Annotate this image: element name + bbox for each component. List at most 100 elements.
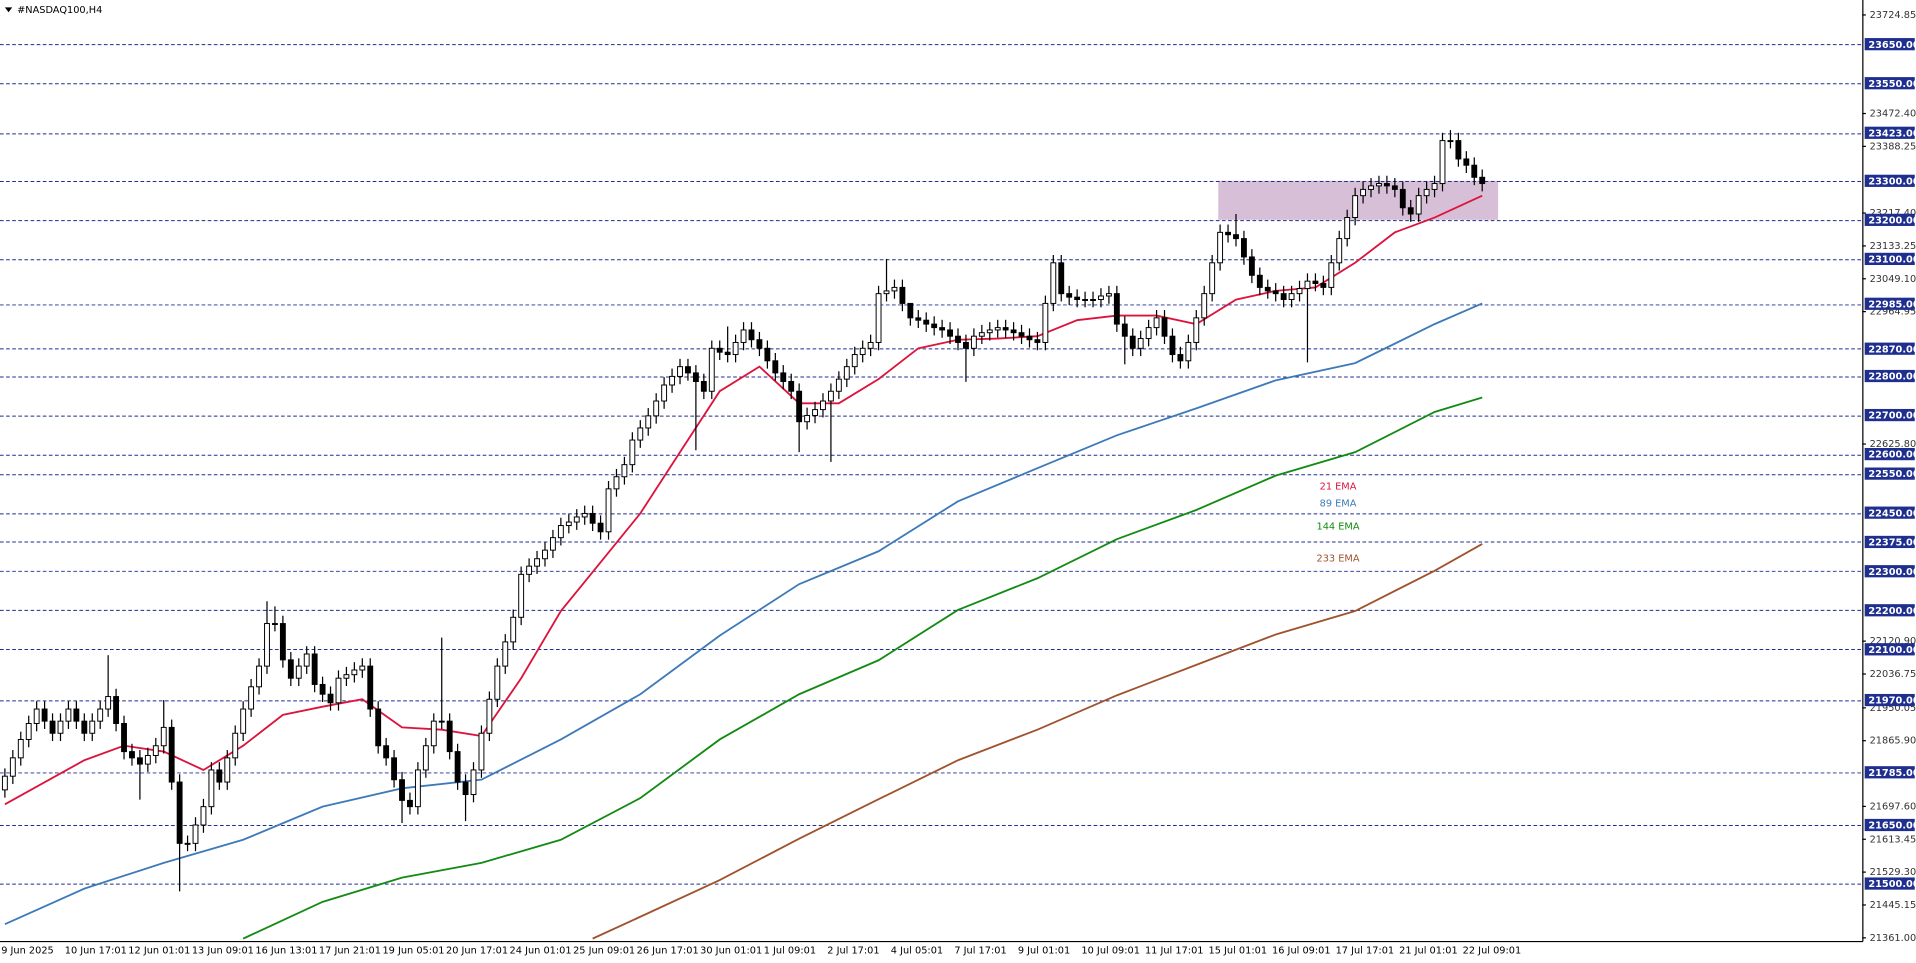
x-tick-label: 7 Jul 17:01: [954, 946, 1006, 957]
candle-body: [851, 354, 858, 368]
level-label: 23300.00: [1868, 176, 1916, 187]
candle-body: [788, 380, 795, 392]
candle-body: [335, 677, 342, 704]
candle-body: [716, 347, 723, 353]
candle-body: [589, 512, 596, 524]
candle-body: [724, 351, 731, 356]
candle-body: [1105, 293, 1112, 297]
candle-body: [1113, 293, 1120, 325]
ema-layer: [4, 194, 1483, 940]
ema-legend-label: 21 EMA: [1320, 481, 1357, 492]
ema-line: [592, 543, 1483, 940]
level-label: 22800.00: [1868, 372, 1916, 383]
candle-body: [105, 696, 112, 710]
candle-body: [645, 415, 652, 429]
candle-body: [764, 347, 771, 362]
candle-body: [613, 476, 620, 490]
candle-body: [1344, 217, 1351, 240]
candle-body: [1280, 293, 1287, 300]
candle-body: [1439, 140, 1446, 185]
candle-body: [1376, 183, 1382, 187]
level-label-box: [1864, 126, 1915, 139]
candle-body: [923, 319, 930, 325]
candle-body: [573, 516, 580, 523]
menu-triangle[interactable]: [4, 7, 13, 13]
x-tick-label: 24 Jun 01:01: [510, 946, 572, 957]
candle-body: [653, 400, 660, 417]
candle-body: [978, 332, 985, 337]
x-tick-label: 1 Jul 09:01: [764, 946, 816, 957]
level-label-box: [1864, 174, 1915, 187]
candle-body: [637, 427, 644, 441]
candle-body: [430, 720, 437, 747]
y-tick-label: 21865.90: [1870, 736, 1916, 747]
candle-body: [303, 653, 310, 667]
level-label-box: [1864, 604, 1915, 617]
y-tick-label: 21361.00: [1870, 933, 1916, 944]
candle-body: [955, 335, 961, 343]
candle-body: [57, 720, 64, 734]
candle-body: [510, 616, 517, 643]
candle-body: [81, 720, 88, 734]
candle-body: [319, 683, 326, 695]
candle-body: [994, 327, 1001, 331]
candle-body: [478, 732, 485, 771]
candle-body: [780, 372, 787, 382]
candle-body: [1328, 262, 1335, 288]
candle-body: [216, 769, 223, 783]
candle-body: [1201, 293, 1208, 319]
candle-body: [1010, 329, 1017, 334]
level-label: 22985.00: [1868, 299, 1916, 310]
y-tick-label: 22120.90: [1870, 636, 1916, 647]
candle-body: [835, 378, 842, 392]
level-label: 21970.00: [1868, 696, 1916, 707]
x-tick-label: 30 Jun 01:01: [700, 946, 762, 957]
level-label: 22700.00: [1868, 411, 1916, 422]
candle-body: [1090, 299, 1096, 301]
level-label-box: [1864, 506, 1915, 519]
candle-body: [1058, 262, 1065, 295]
candle-body: [17, 739, 24, 759]
candle-body: [494, 665, 501, 700]
candle-body: [708, 347, 715, 392]
candle-body: [168, 726, 175, 783]
candle-body: [287, 659, 294, 679]
candle-body: [605, 488, 612, 533]
candle-body: [1209, 262, 1216, 295]
level-label: 22450.00: [1868, 508, 1916, 519]
candle-body: [438, 720, 445, 723]
candle-body: [685, 366, 691, 374]
candle-body: [9, 757, 16, 777]
y-tick-label: 23724.85: [1870, 10, 1916, 21]
x-tick-label: 26 Jun 17:01: [637, 946, 699, 957]
candle-body: [224, 757, 231, 783]
candle-body: [581, 512, 588, 518]
candle-body: [295, 665, 302, 679]
level-label-box: [1864, 297, 1915, 310]
y-tick-label: 23388.25: [1870, 141, 1916, 152]
candle-body: [1407, 207, 1414, 215]
x-tick-label: 25 Jun 09:01: [573, 946, 635, 957]
level-label-box: [1864, 693, 1915, 707]
candle-body: [391, 757, 398, 781]
candle-body: [1463, 158, 1470, 166]
level-label-box: [1864, 77, 1915, 90]
level-label-box: [1864, 447, 1915, 461]
level-label-box: [1864, 408, 1915, 422]
candle-body: [121, 723, 127, 753]
candle-body: [1248, 256, 1255, 276]
candle-body: [1137, 338, 1144, 349]
x-tick-label: 12 Jun 01:01: [128, 946, 190, 957]
candle-body: [915, 317, 922, 321]
ema-line: [242, 396, 1483, 940]
candle-body: [446, 720, 453, 753]
candle-body: [597, 522, 604, 533]
candle-body: [383, 745, 390, 759]
candle-body: [796, 390, 803, 423]
candle-body: [565, 521, 572, 527]
x-tick-label: 16 Jun 13:01: [255, 946, 317, 957]
candle-body: [1423, 188, 1430, 197]
candle-body: [700, 380, 707, 392]
y-tick-label: 22964.95: [1870, 307, 1916, 318]
